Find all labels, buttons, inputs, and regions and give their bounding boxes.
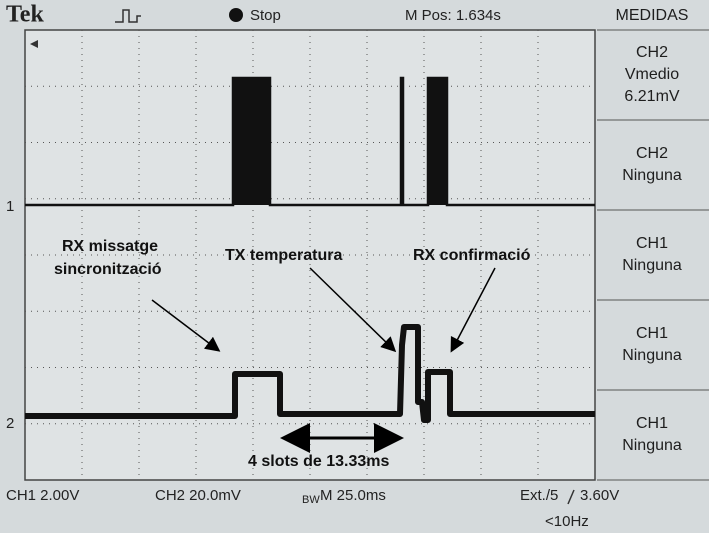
menu-item-text: CH1 [636,325,668,342]
menu-item-text: CH2 [636,44,668,61]
graticule [24,29,596,481]
annotation: RX missatge [62,238,158,255]
menu-item-text: Vmedio [625,66,679,83]
menu-item-text: CH1 [636,235,668,252]
trigger-slope [567,489,575,505]
bandwidth-limit: BW [302,494,320,506]
annotation-arrow [309,267,397,353]
menu-item-text: CH2 [636,145,668,162]
annotation: sincronització [54,261,162,278]
menu-item-text: CH1 [636,415,668,432]
trigger-source: Ext./5 [520,487,558,504]
trigger-level: 3.60V [580,487,619,504]
annotation: 4 slots de 13.33ms [248,453,390,470]
menu-title: MEDIDAS [616,7,689,24]
annotation: RX confirmació [413,247,531,264]
menu-item-text: Ninguna [622,257,682,274]
timebase: M 25.0ms [320,487,386,504]
annotation-arrow [450,267,496,353]
channel-marker: 1 [6,198,14,215]
channel-marker: 2 [6,415,14,432]
annotation: TX temperatura [225,247,342,264]
menu-item-text: Ninguna [622,347,682,364]
trigger-icon [115,9,141,23]
ch2-waveform [25,324,595,423]
horizontal-position: M Pos: 1.634s [405,7,501,24]
ch1-trace [25,76,595,207]
ch1-burst [233,78,270,205]
run-indicator [229,8,243,22]
ch1-scale: CH1 2.00V [6,487,79,504]
ch2-scale: CH2 20.0mV [155,487,241,504]
menu-item-text: 6.21mV [624,88,679,105]
brand: Tek [6,2,44,28]
annotation-arrow [151,299,221,352]
ch1-burst [428,78,447,205]
acquisition-status: Stop [250,7,281,24]
measure-menu: MEDIDAS CH2 Vmedio 6.21mV CH2 Ninguna CH1 Ning… [597,7,709,481]
menu-item-text: Ninguna [622,167,682,184]
trigger-frequency: <10Hz [545,513,589,530]
trigger-position-marker [30,40,38,48]
menu-item-text: Ninguna [622,437,682,454]
